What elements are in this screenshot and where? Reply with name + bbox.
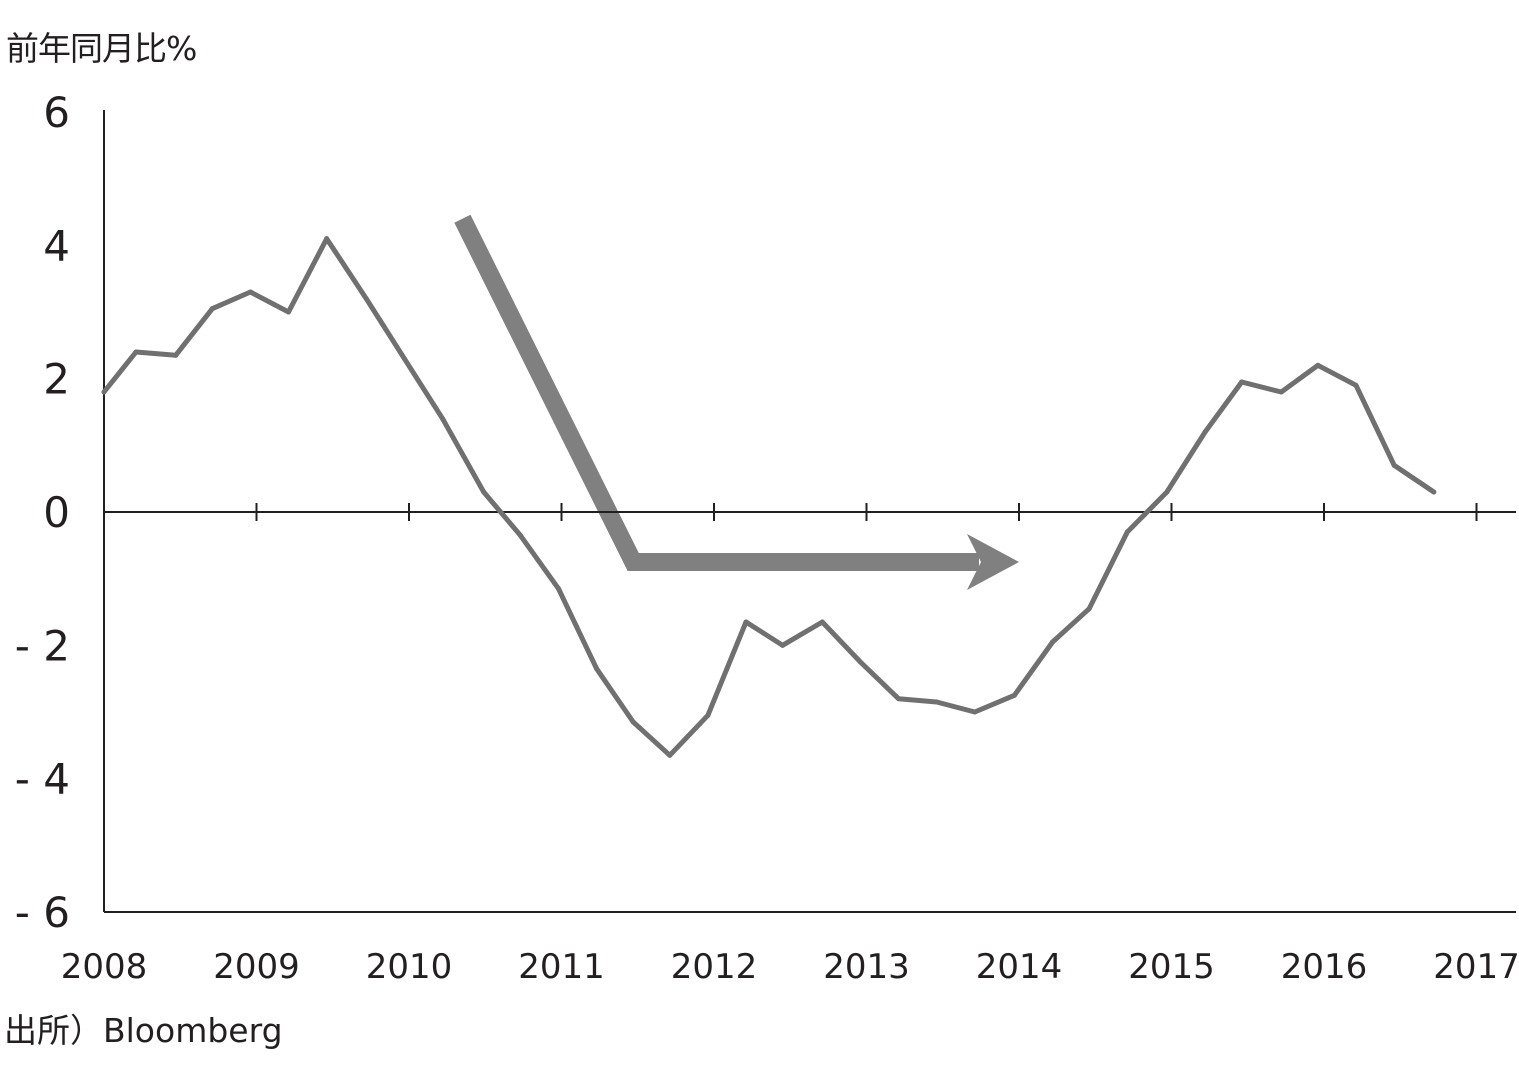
data-point bbox=[705, 712, 711, 718]
data-point bbox=[972, 709, 978, 715]
y-tick-label: - 6 bbox=[15, 888, 70, 937]
data-point bbox=[857, 659, 863, 665]
data-point bbox=[1086, 606, 1092, 612]
x-tick-label: 2012 bbox=[671, 947, 758, 987]
data-point bbox=[363, 296, 369, 302]
data-point bbox=[594, 666, 600, 672]
series-line bbox=[101, 236, 1437, 758]
data-point bbox=[440, 416, 446, 422]
axes-layer bbox=[103, 110, 1516, 913]
data-point bbox=[1431, 489, 1437, 495]
y-tick-label: 4 bbox=[43, 221, 70, 270]
x-tick-label: 2008 bbox=[61, 947, 148, 987]
y-tick-label: 6 bbox=[43, 88, 70, 137]
data-point bbox=[555, 586, 561, 592]
data-point bbox=[1050, 639, 1056, 645]
source-label: 出所）Bloomberg bbox=[4, 1011, 283, 1050]
data-point bbox=[1278, 389, 1284, 395]
data-point bbox=[1391, 462, 1397, 468]
data-point bbox=[1315, 362, 1321, 368]
x-tick-label: 2015 bbox=[1128, 947, 1215, 987]
data-point bbox=[1202, 429, 1208, 435]
data-point bbox=[1239, 379, 1245, 385]
x-tick-label: 2013 bbox=[823, 947, 910, 987]
data-point bbox=[286, 309, 292, 315]
x-tick-label: 2017 bbox=[1433, 947, 1519, 987]
data-point bbox=[630, 719, 636, 725]
data-point bbox=[1011, 692, 1017, 698]
data-point bbox=[133, 349, 139, 355]
x-tick-label: 2010 bbox=[366, 947, 453, 987]
x-tick-label: 2016 bbox=[1281, 947, 1368, 987]
data-point bbox=[667, 752, 673, 758]
data-point bbox=[934, 699, 940, 705]
data-point bbox=[780, 642, 786, 648]
series-layer bbox=[101, 236, 1437, 758]
data-point bbox=[517, 532, 523, 538]
data-point bbox=[247, 289, 253, 295]
y-tick-label: 0 bbox=[43, 488, 70, 537]
tick-labels-layer: 6 4 2 0 - 2 - 4 - 6 2008 2009 2010 2011 2012 2013 201… bbox=[15, 88, 1519, 987]
x-tick-label: 2014 bbox=[976, 947, 1063, 987]
trend-arrow-head bbox=[967, 534, 1019, 590]
data-point bbox=[481, 489, 487, 495]
data-point bbox=[1124, 529, 1130, 535]
x-tick-label: 2011 bbox=[518, 947, 605, 987]
x-tick-label: 2009 bbox=[213, 947, 300, 987]
data-point bbox=[101, 389, 107, 395]
data-point bbox=[1164, 489, 1170, 495]
y-tick-label: - 2 bbox=[15, 621, 70, 670]
data-point bbox=[743, 619, 749, 625]
trend-arrow-shaft bbox=[454, 214, 979, 571]
data-point bbox=[401, 356, 407, 362]
data-point bbox=[324, 236, 330, 242]
y-tick-label: 2 bbox=[43, 355, 70, 404]
data-point bbox=[173, 352, 179, 358]
data-point bbox=[1353, 382, 1359, 388]
data-point bbox=[896, 696, 902, 702]
y-axis-unit-label: 前年同月比% bbox=[6, 29, 197, 68]
annotation-arrow-layer bbox=[454, 214, 1019, 590]
data-point bbox=[819, 619, 825, 625]
y-tick-label: - 4 bbox=[15, 755, 70, 804]
data-point bbox=[209, 306, 215, 312]
